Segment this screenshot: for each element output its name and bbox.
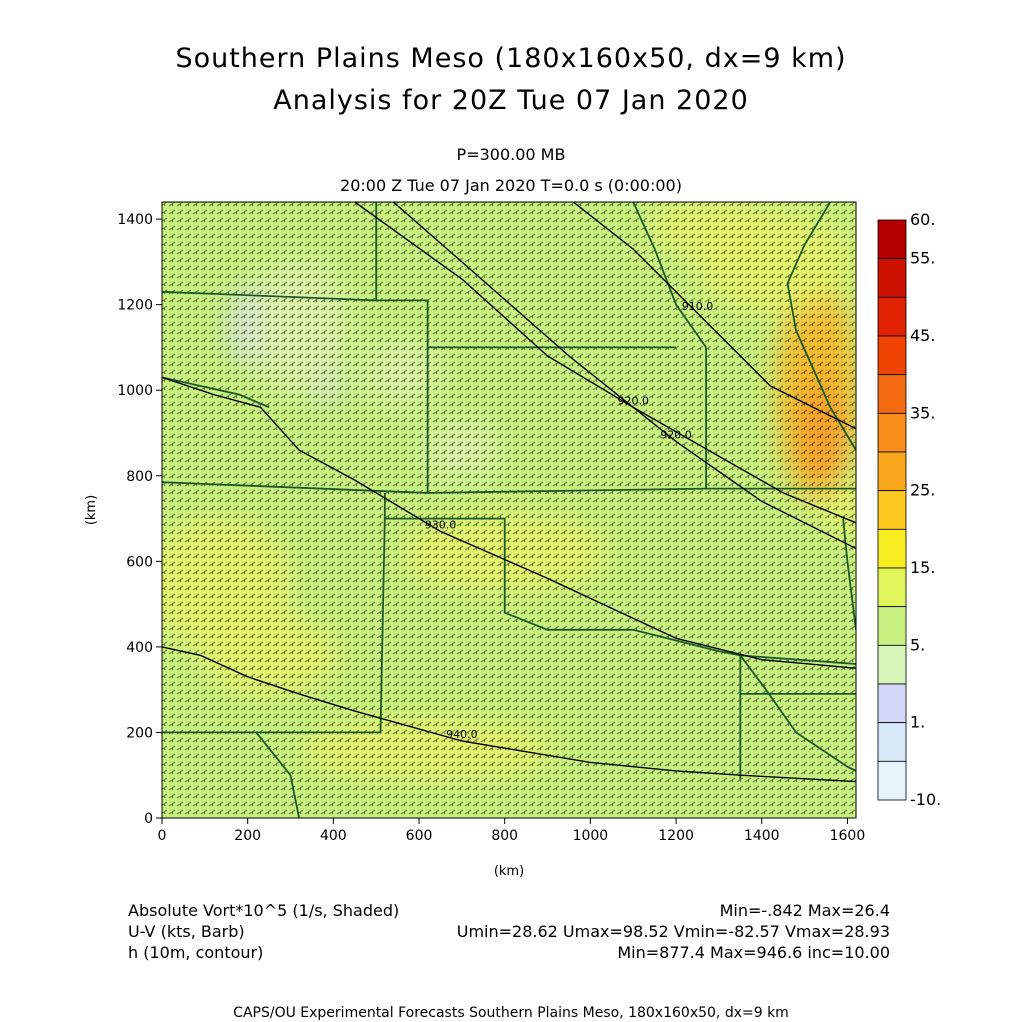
x-tick-label: 800 bbox=[491, 828, 518, 844]
colorbar-swatch bbox=[877, 374, 907, 414]
colorbar-swatch bbox=[877, 335, 907, 376]
y-tick-label: 0 bbox=[144, 811, 153, 827]
state-boundary bbox=[739, 654, 856, 772]
colorbar-swatch bbox=[877, 567, 907, 608]
colorbar-label: 5. bbox=[910, 635, 925, 654]
vorticity-label: Absolute Vort*10^5 (1/s, Shaded) bbox=[128, 901, 400, 920]
colorbar-swatch bbox=[877, 296, 907, 337]
height-contour bbox=[392, 202, 856, 550]
colorbar-swatch bbox=[877, 490, 907, 530]
x-tick-label: 600 bbox=[406, 828, 433, 844]
colorbar-swatch bbox=[877, 722, 907, 762]
state-boundary bbox=[162, 518, 386, 734]
state-boundary bbox=[162, 376, 270, 409]
colorbar-swatch bbox=[877, 760, 907, 801]
height-stats: Min=877.4 Max=946.6 inc=10.00 bbox=[617, 943, 890, 962]
x-tick-label: 1400 bbox=[744, 828, 780, 844]
colorbar-label: 25. bbox=[910, 481, 935, 500]
pressure-level: P=300.00 MB bbox=[456, 145, 566, 164]
colorbar-label: 55. bbox=[910, 249, 935, 268]
colorbar-label: 1. bbox=[910, 713, 925, 732]
vorticity-stats: Min=-.842 Max=26.4 bbox=[719, 901, 890, 920]
state-boundary bbox=[632, 202, 707, 348]
x-tick-label: 400 bbox=[320, 828, 347, 844]
y-tick-label: 1000 bbox=[117, 383, 153, 399]
plot-frame bbox=[161, 201, 857, 819]
contour-label: 940.0 bbox=[446, 728, 478, 741]
y-tick-label: 200 bbox=[126, 725, 153, 741]
wind-barbs bbox=[162, 202, 856, 818]
colorbar-swatch bbox=[877, 451, 907, 492]
colorbar-swatch bbox=[877, 219, 907, 260]
colorbar-swatch bbox=[877, 528, 907, 569]
y-axis-label: (km) bbox=[84, 495, 99, 525]
contour-label: 920.0 bbox=[617, 394, 649, 407]
x-tick-label: 1600 bbox=[830, 828, 866, 844]
footer-credit: CAPS/OU Experimental Forecasts Southern … bbox=[233, 1005, 789, 1021]
chart-subtitle: Analysis for 20Z Tue 07 Jan 2020 bbox=[273, 85, 749, 116]
height-contour bbox=[572, 202, 856, 430]
state-boundary bbox=[255, 731, 300, 818]
height-contour bbox=[162, 376, 856, 669]
state-boundary bbox=[786, 202, 856, 451]
state-boundary bbox=[383, 492, 856, 665]
colorbar-swatch bbox=[877, 412, 907, 453]
contour-label: 920.0 bbox=[660, 429, 692, 442]
y-tick-label: 800 bbox=[126, 469, 153, 485]
contour-label: 930.0 bbox=[425, 518, 457, 531]
y-tick-label: 400 bbox=[126, 640, 153, 656]
wind-label: U-V (kts, Barb) bbox=[128, 922, 245, 941]
height-contour bbox=[354, 202, 856, 524]
colorbar-swatch bbox=[877, 644, 907, 685]
colorbar-swatch bbox=[877, 683, 907, 724]
x-tick-label: 1200 bbox=[658, 828, 694, 844]
contour-label: 910.0 bbox=[682, 300, 714, 313]
x-tick-label: 200 bbox=[234, 828, 261, 844]
y-tick-label: 1400 bbox=[117, 212, 153, 228]
y-tick-label: 1200 bbox=[117, 298, 153, 314]
colorbar-label: -10. bbox=[910, 790, 941, 809]
colorbar-label: 45. bbox=[910, 326, 935, 345]
state-boundary bbox=[842, 518, 856, 630]
height-contour bbox=[162, 646, 856, 783]
colorbar-label: 35. bbox=[910, 403, 935, 422]
x-tick-label: 1000 bbox=[573, 828, 609, 844]
wind-stats: Umin=28.62 Umax=98.52 Vmin=-82.57 Vmax=2… bbox=[456, 922, 890, 941]
x-tick-label: 0 bbox=[158, 828, 167, 844]
colorbar-label: 15. bbox=[910, 558, 935, 577]
colorbar-swatch bbox=[877, 258, 907, 298]
valid-time: 20:00 Z Tue 07 Jan 2020 T=0.0 s (0:00:00… bbox=[340, 176, 682, 195]
colorbar-label: 60. bbox=[910, 210, 935, 229]
chart-title: Southern Plains Meso (180x160x50, dx=9 k… bbox=[175, 43, 847, 74]
x-axis-label: (km) bbox=[494, 864, 524, 879]
height-label: h (10m, contour) bbox=[128, 943, 264, 962]
state-boundary bbox=[162, 299, 429, 494]
colorbar-swatch bbox=[877, 606, 907, 646]
y-tick-label: 600 bbox=[126, 554, 153, 570]
